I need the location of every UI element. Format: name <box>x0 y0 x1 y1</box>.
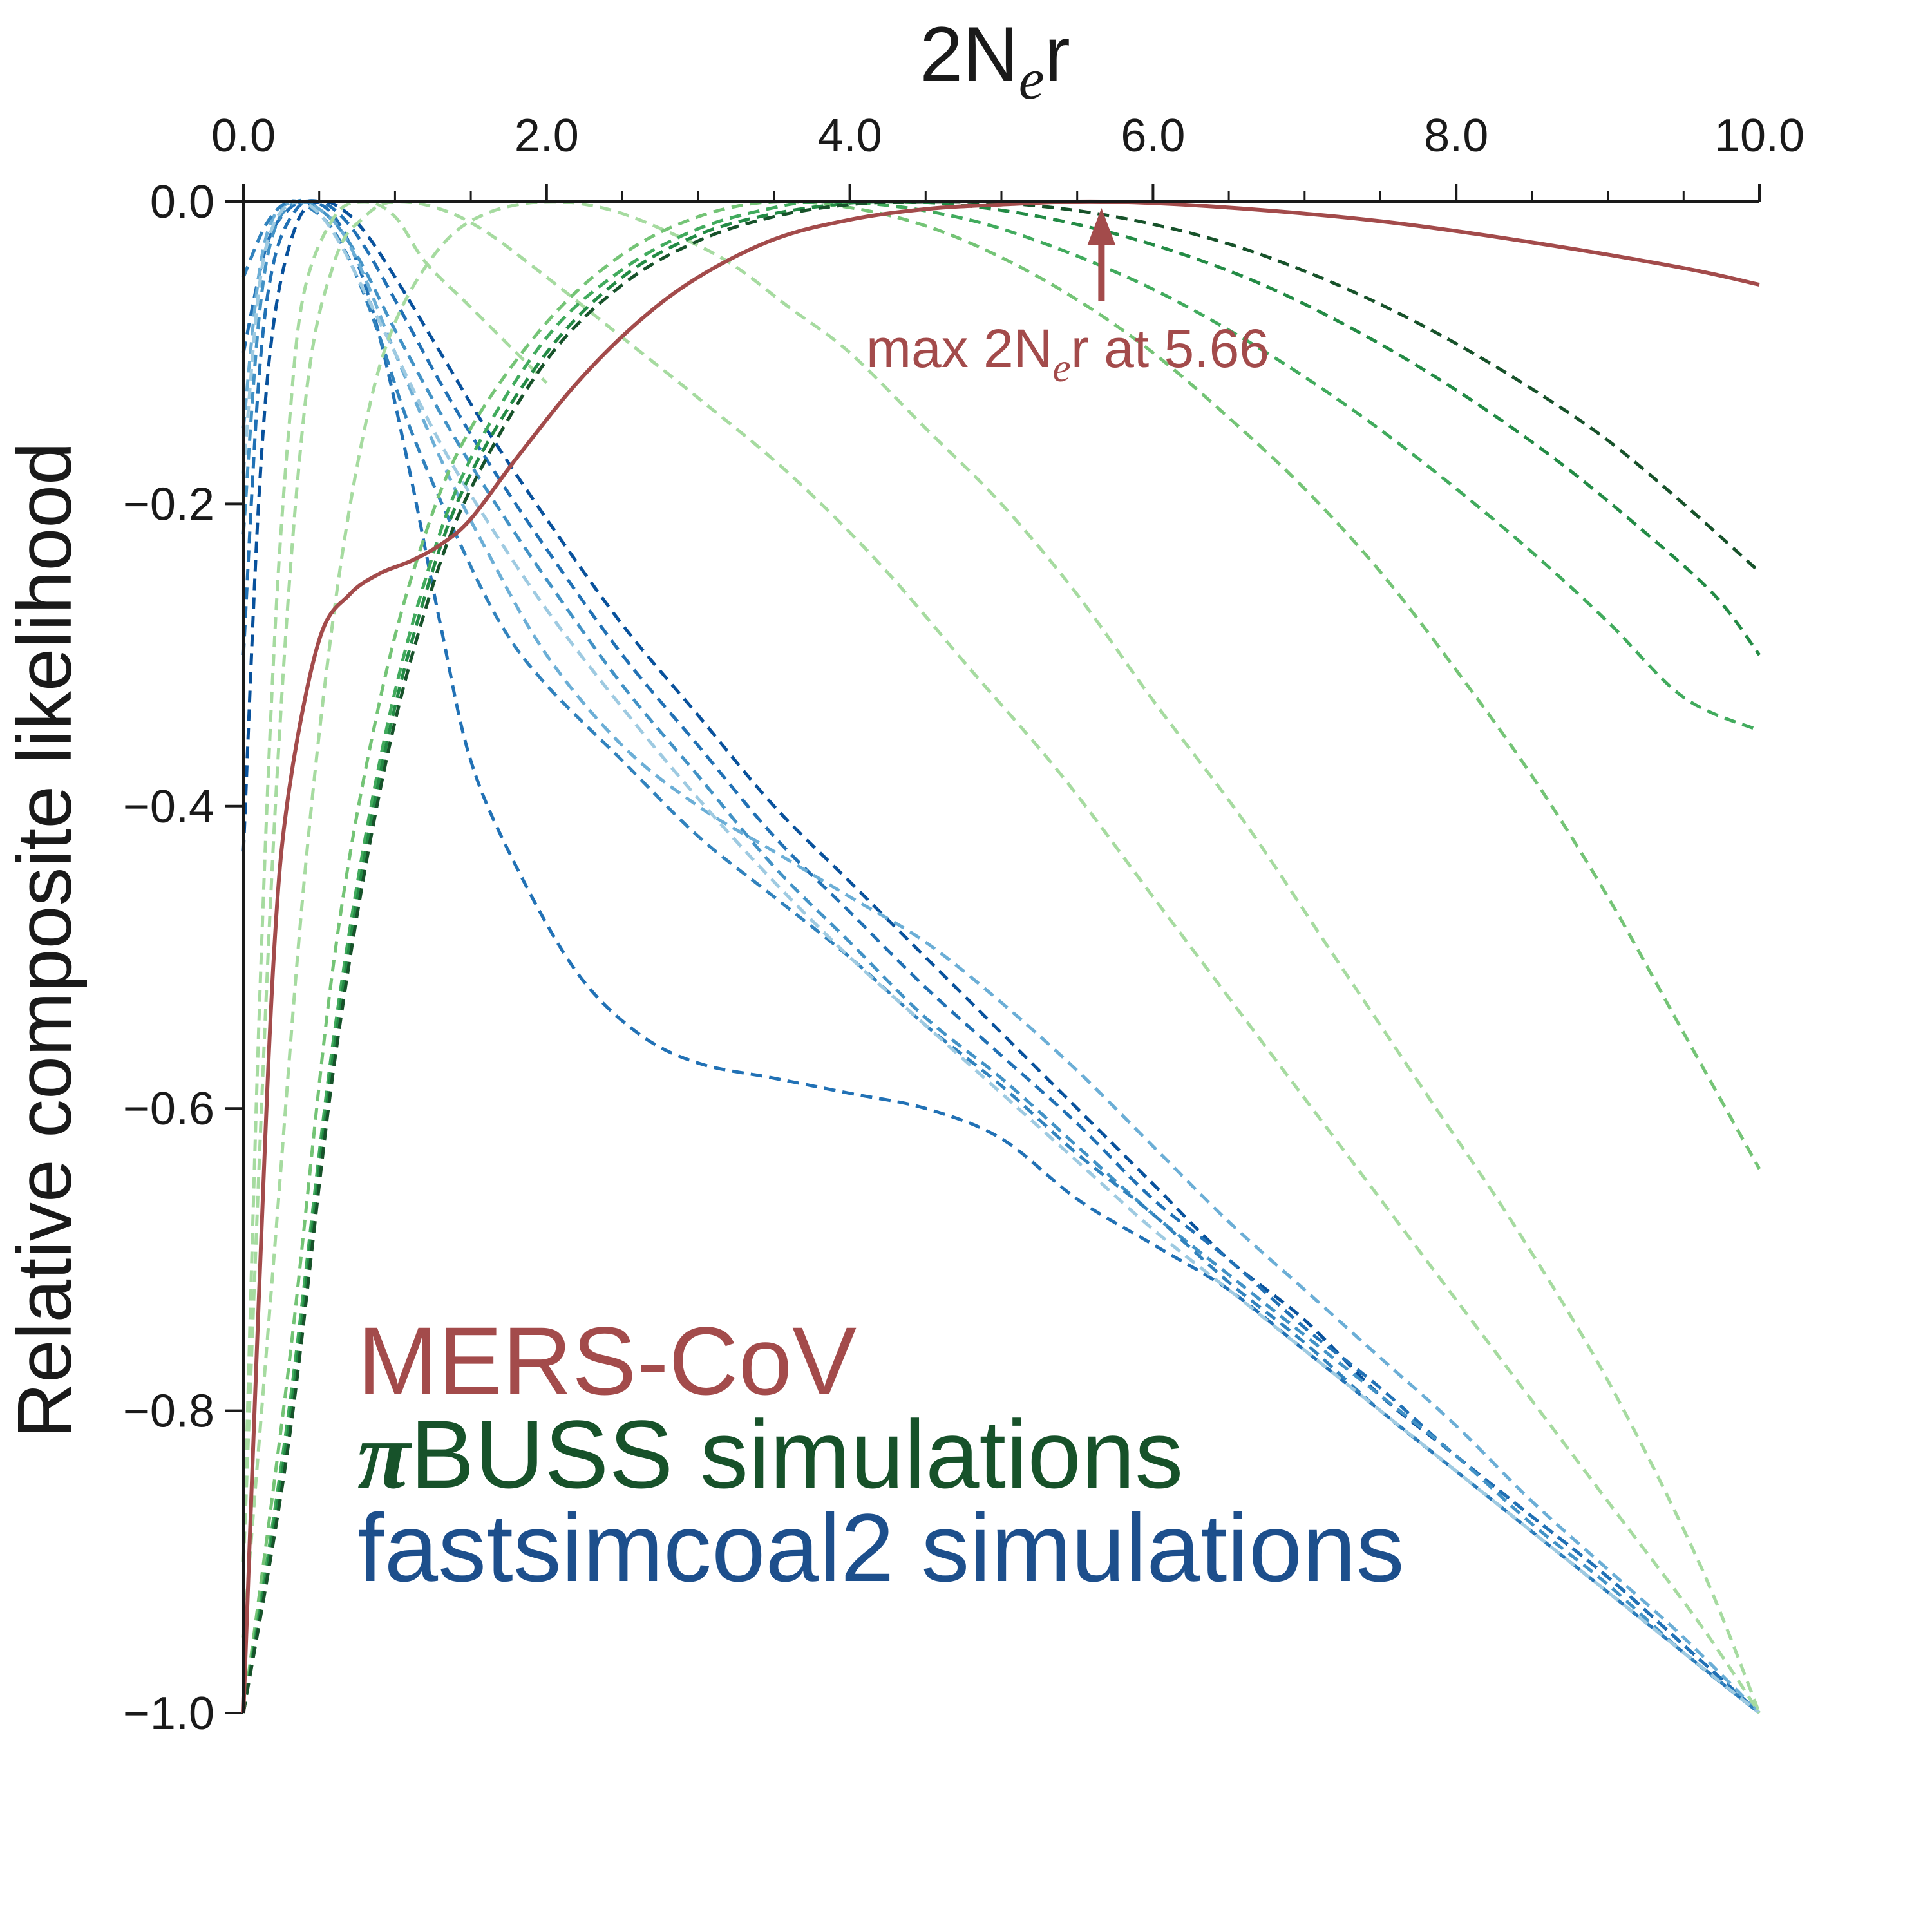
x-tick-label: 4.0 <box>818 110 882 162</box>
pibuss-series-line <box>242 200 1761 1714</box>
legend-entry-mers: MERS-CoV <box>357 1307 857 1415</box>
y-tick-label: −0.6 <box>123 1083 214 1135</box>
fastsimcoal2-series-line <box>242 199 1761 1714</box>
legend: MERS-CoV πBUSS simulations fastsimcoal2 … <box>357 1307 1405 1602</box>
legend-pi-symbol: π <box>357 1402 413 1509</box>
annotation-text-subscript: e <box>1052 345 1070 390</box>
y-axis-title: Relative composite likelihood <box>1 442 88 1438</box>
x-axis-title-tail: r <box>1045 11 1070 97</box>
pibuss-series-line <box>242 200 1761 1714</box>
x-tick-label: 8.0 <box>1424 110 1488 162</box>
x-axis-title-main: 2N <box>920 11 1018 97</box>
pibuss-series-line <box>242 200 548 1562</box>
legend-entry-pibuss: πBUSS simulations <box>357 1400 1183 1509</box>
mers-series-line <box>242 199 1760 1714</box>
legend-entry-fastsimcoal2: fastsimcoal2 simulations <box>357 1493 1405 1602</box>
pibuss-series-line <box>242 199 1761 1714</box>
x-tick-label: 10.0 <box>1714 110 1804 162</box>
y-tick-label: −0.8 <box>123 1386 214 1437</box>
x-tick-label: 0.0 <box>211 110 276 162</box>
x-axis-title: 2Ner <box>920 11 1070 111</box>
pibuss-series-line <box>242 200 1761 1714</box>
y-tick-label: −0.2 <box>123 478 214 530</box>
max-annotation: max 2Ner at 5.66 <box>866 208 1269 390</box>
annotation-text-tail: r at 5.66 <box>1071 318 1269 379</box>
annotation-arrow-head <box>1087 208 1116 245</box>
x-axis-title-subscript: e <box>1019 48 1045 111</box>
y-tick-label: 0.0 <box>150 176 214 228</box>
pibuss-series-line <box>242 200 1761 1714</box>
axes <box>242 200 1759 1713</box>
fastsimcoal2-series-line <box>242 200 1761 1714</box>
fastsimcoal2-series-line <box>242 198 1761 1714</box>
pibuss-series-line <box>242 200 1761 1714</box>
fastsimcoal2-series-line <box>242 200 1761 1714</box>
y-tick-label: −1.0 <box>123 1688 214 1739</box>
x-tick-label: 2.0 <box>515 110 579 162</box>
series-layer <box>242 198 1761 1714</box>
annotation-text-main: max 2N <box>866 318 1052 379</box>
x-tick-label: 6.0 <box>1121 110 1185 162</box>
annotation-text: max 2Ner at 5.66 <box>866 318 1269 390</box>
axis-ticks: 0.0 2.0 4.0 6.0 8.0 10.0 0.0 −0.2 −0.4 −0.6 −0.8 −1… <box>123 110 1804 1739</box>
y-tick-label: −0.4 <box>123 781 214 833</box>
